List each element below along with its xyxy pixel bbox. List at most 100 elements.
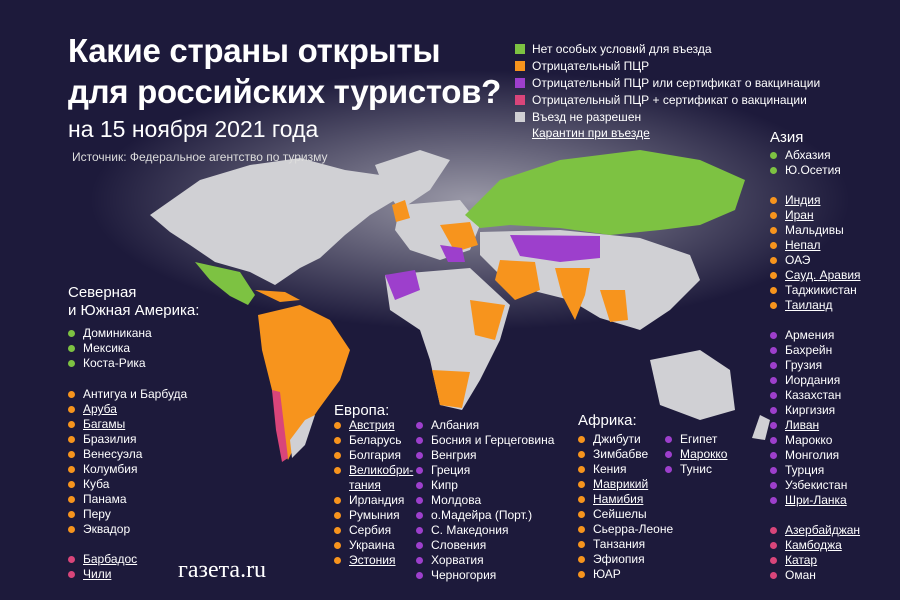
status-dot (416, 527, 423, 534)
country-item: о.Мадейра (Порт.) (416, 508, 554, 523)
country-item: Эфиопия (578, 552, 673, 567)
country-item: Беларусь (334, 433, 416, 448)
legend-item: Нет особых условий для въезда (515, 40, 820, 57)
country-name: Шри-Ланка (785, 493, 847, 507)
country-name: Бахрейн (785, 343, 833, 357)
status-dot (68, 571, 75, 578)
country-item: Австрия (334, 418, 416, 433)
country-name: Черногория (431, 568, 497, 582)
status-dot (770, 392, 777, 399)
status-dot (770, 407, 777, 414)
region-title-line: Северная (68, 284, 137, 301)
country-item: Барбадос (68, 552, 137, 567)
country-name: ЮАР (593, 567, 621, 581)
mexico (195, 262, 255, 305)
country-item: Чили (68, 567, 137, 582)
country-item: Бразилия (68, 432, 187, 447)
country-name: Таджикистан (785, 283, 857, 297)
status-dot (334, 452, 341, 459)
country-item: Антигуа и Барбуда (68, 387, 187, 402)
country-name: Марокко (785, 433, 833, 447)
legend: Нет особых условий для въезда Отрицательн… (515, 40, 820, 140)
status-dot (578, 541, 585, 548)
country-name: Австрия (349, 418, 395, 432)
country-item: Албания (416, 418, 554, 433)
status-dot (68, 436, 75, 443)
country-name: Антигуа и Барбуда (83, 387, 188, 401)
europe-purple (440, 245, 465, 262)
status-dot (578, 451, 585, 458)
country-item: Таиланд (770, 298, 861, 313)
status-dot (68, 481, 75, 488)
status-dot (416, 572, 423, 579)
country-name: Монголия (785, 448, 840, 462)
russia (465, 150, 745, 235)
country-name: Таиланд (785, 298, 833, 312)
country-name: Молдова (431, 493, 482, 507)
country-name: Венесуэла (83, 447, 143, 461)
country-name: Венгрия (431, 448, 477, 462)
caribbean (255, 290, 300, 302)
region-title-line: и Южная Америка: (68, 302, 200, 319)
chile (272, 390, 288, 462)
region-title: Азия (770, 129, 804, 146)
argentina (290, 415, 315, 458)
status-dot (770, 362, 777, 369)
country-item: Танзания (578, 537, 673, 552)
status-dot (334, 497, 341, 504)
australia (650, 350, 735, 420)
legend-label: Нет особых условий для въезда (532, 41, 712, 56)
country-name: Эфиопия (593, 552, 645, 566)
country-name: Сьерра-Леоне (593, 522, 674, 536)
status-dot (68, 406, 75, 413)
status-dot (578, 526, 585, 533)
country-name: Оман (785, 568, 816, 582)
country-name: Марокко (680, 447, 728, 461)
status-dot (68, 451, 75, 458)
country-name: Ю.Осетия (785, 163, 841, 177)
country-item: Намибия (578, 492, 673, 507)
country-item: Иран (770, 208, 861, 223)
country-item: Бахрейн (770, 343, 847, 358)
country-name: Чили (83, 567, 112, 581)
status-dot (578, 436, 585, 443)
country-item: Аруба (68, 402, 187, 417)
status-dot (68, 360, 75, 367)
country-name: Куба (83, 477, 110, 491)
legend-item: Въезд не разрешен (515, 108, 820, 125)
country-name: Словения (431, 538, 487, 552)
country-item: Коста-Рика (68, 356, 152, 371)
legend-label: Отрицательный ПЦР + сертификат о вакцина… (532, 92, 807, 107)
country-item: Словения (416, 538, 554, 553)
status-dot (770, 272, 777, 279)
status-dot (416, 542, 423, 549)
country-name: Грузия (785, 358, 823, 372)
country-item: Зимбабве (578, 447, 673, 462)
country-item: Грузия (770, 358, 847, 373)
country-item: Турция (770, 463, 847, 478)
country-name: Египет (680, 432, 718, 446)
status-dot (770, 422, 777, 429)
country-item: Катар (770, 553, 860, 568)
status-dot (578, 571, 585, 578)
status-dot (770, 257, 777, 264)
country-item: Киргизия (770, 403, 847, 418)
country-item: Эстония (334, 553, 416, 568)
country-name: Иордания (785, 373, 841, 387)
country-item: Абхазия (770, 148, 841, 163)
status-dot (578, 511, 585, 518)
country-item: Оман (770, 568, 860, 583)
status-dot (416, 422, 423, 429)
country-item: Иордания (770, 373, 847, 388)
country-item: Камбоджа (770, 538, 860, 553)
status-dot (770, 152, 777, 159)
status-dot (578, 556, 585, 563)
country-item: Ирландия (334, 493, 416, 508)
status-dot (665, 451, 672, 458)
status-dot (334, 527, 341, 534)
status-dot (68, 556, 75, 563)
country-group: Антигуа и Барбуда Аруба Багамы Бразилия Вене… (68, 387, 187, 537)
country-group: Доминикана Мексика Коста-Рика (68, 326, 152, 371)
status-dot (770, 227, 777, 234)
status-dot (416, 557, 423, 564)
